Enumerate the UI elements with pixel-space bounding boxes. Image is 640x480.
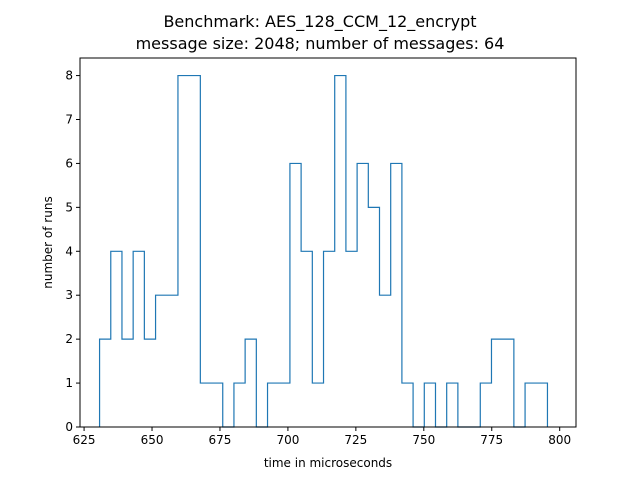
- y-axis-label: number of runs: [41, 196, 55, 288]
- y-tick-label: 1: [65, 376, 73, 390]
- x-tick-label: 675: [209, 433, 232, 447]
- y-tick-label: 2: [65, 332, 73, 346]
- x-tick-label: 750: [412, 433, 435, 447]
- x-tick-label: 725: [344, 433, 367, 447]
- x-axis-label: time in microseconds: [264, 456, 392, 470]
- y-tick-label: 5: [65, 200, 73, 214]
- x-tick-label: 625: [73, 433, 96, 447]
- x-tick-label: 775: [480, 433, 503, 447]
- y-tick-label: 7: [65, 113, 73, 127]
- chart-subtitle: message size: 2048; number of messages: …: [135, 34, 505, 53]
- histogram-step-line: [98, 74, 549, 428]
- x-tick-label: 700: [276, 433, 299, 447]
- y-tick-label: 4: [65, 244, 73, 258]
- x-tick-label: 800: [548, 433, 571, 447]
- y-tick-label: 3: [65, 288, 73, 302]
- plot-frame: [79, 57, 577, 428]
- y-tick-label: 8: [65, 69, 73, 83]
- y-tick-label: 0: [65, 420, 73, 434]
- y-tick-label: 6: [65, 156, 73, 170]
- x-tick-label: 650: [141, 433, 164, 447]
- axis-ticks: 625 650 675 700 725 750 775 800 0 1 2 3 4 5 6 7 8: [65, 69, 571, 447]
- chart-title: Benchmark: AES_128_CCM_12_encrypt: [163, 12, 477, 31]
